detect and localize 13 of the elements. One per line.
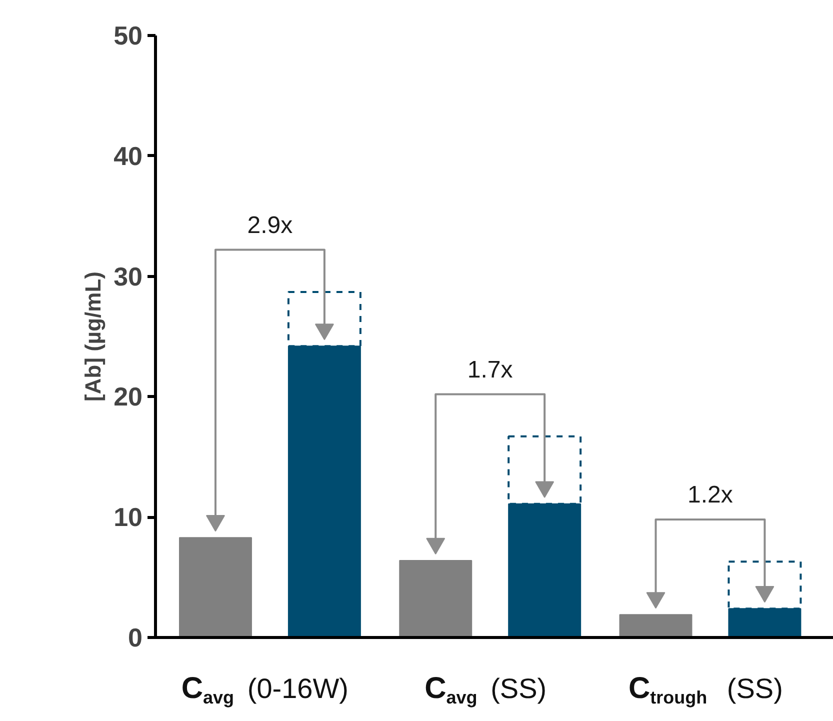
annotation: 2.9x [247, 212, 293, 239]
y-tick-label: 30 [114, 261, 142, 292]
bar [178, 537, 252, 638]
y-tick-label: 10 [114, 502, 142, 532]
annotation: 1.2x [688, 482, 733, 509]
y-axis-title: [Ab] (µg/mL) [80, 272, 106, 402]
bar [619, 614, 692, 638]
y-tick-label: 50 [114, 20, 142, 50]
y-tick-label: 0 [128, 622, 143, 652]
y-tick-label: 40 [114, 140, 142, 171]
y-tick-label: 20 [114, 382, 142, 412]
bar [399, 560, 472, 638]
annotation: 1.7x [467, 356, 513, 384]
